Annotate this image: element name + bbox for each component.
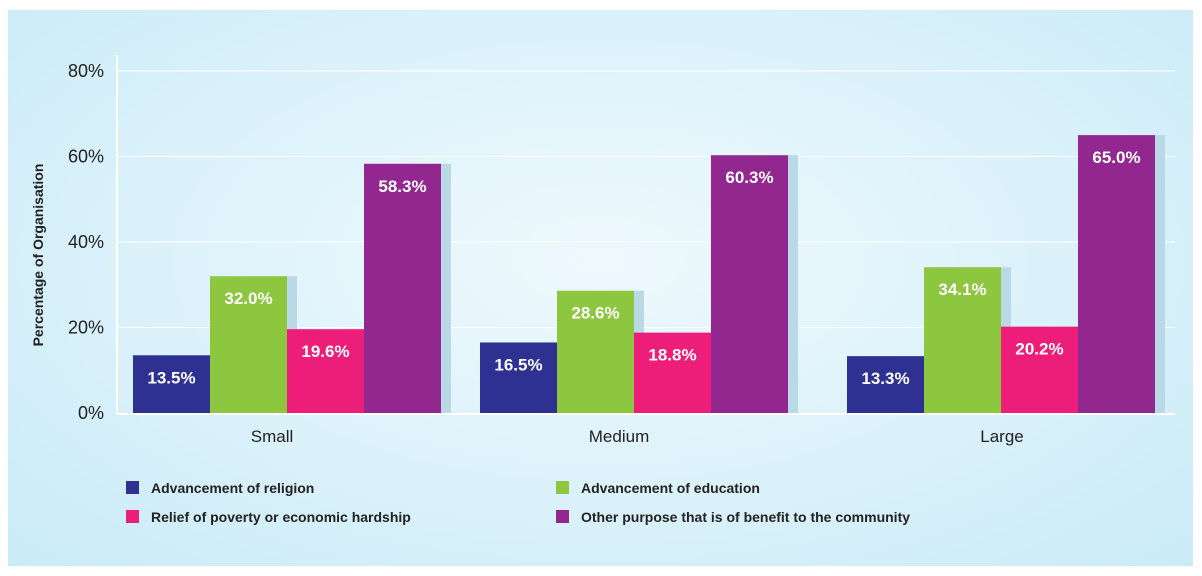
bar-value-label: 28.6%	[571, 304, 619, 323]
legend-label: Relief of poverty or economic hardship	[151, 509, 411, 525]
bar-value-label: 20.2%	[1015, 340, 1063, 359]
bar	[847, 356, 924, 413]
bar-value-label: 60.3%	[725, 168, 773, 187]
legend-label: Advancement of religion	[151, 480, 314, 496]
bars	[133, 135, 1165, 413]
legend-label: Other purpose that is of benefit to the …	[581, 509, 910, 525]
bar-value-label: 16.5%	[494, 355, 542, 374]
bar	[364, 163, 441, 413]
bar	[634, 332, 711, 413]
bar-shadow	[786, 155, 798, 413]
bar	[557, 290, 634, 413]
x-tick-label: Small	[251, 427, 294, 446]
bar	[133, 355, 210, 413]
axes	[116, 55, 1175, 415]
legend-swatch	[126, 510, 139, 523]
legend-swatch	[556, 510, 569, 523]
bar	[480, 342, 557, 413]
bar-value-label: 18.8%	[648, 346, 696, 365]
bar-shadow	[1153, 135, 1165, 413]
y-tick-label: 40%	[68, 232, 104, 252]
y-tick-label: 60%	[68, 147, 104, 167]
bar	[287, 329, 364, 413]
y-tick-label: 20%	[68, 318, 104, 338]
bar-value-label: 13.5%	[147, 368, 195, 387]
bar-shadow	[439, 163, 451, 413]
bar-value-label: 19.6%	[301, 342, 349, 361]
x-tick-label: Large	[980, 427, 1023, 446]
bar-value-label: 65.0%	[1092, 148, 1140, 167]
bar	[924, 267, 1001, 413]
bar-value-label: 32.0%	[224, 289, 272, 308]
bar-value-label: 58.3%	[378, 177, 426, 196]
bar-value-label: 13.3%	[861, 369, 909, 388]
bar	[210, 276, 287, 413]
legend: Advancement of religion Advancement of ed…	[126, 480, 910, 525]
y-tick-label: 0%	[78, 403, 104, 423]
x-tick-label: Medium	[589, 427, 649, 446]
y-axis-label: Percentage of Organisation	[30, 164, 46, 347]
legend-swatch	[126, 481, 139, 494]
y-tick-label: 80%	[68, 61, 104, 81]
legend-label: Advancement of education	[581, 480, 760, 496]
bar	[1001, 326, 1078, 413]
bar	[711, 155, 788, 413]
bar	[1078, 135, 1155, 413]
bar-value-label: 34.1%	[938, 280, 986, 299]
legend-swatch	[556, 481, 569, 494]
labels: 0% 20% 40% 60% 80% Percentage of Organisation…	[30, 61, 1141, 446]
